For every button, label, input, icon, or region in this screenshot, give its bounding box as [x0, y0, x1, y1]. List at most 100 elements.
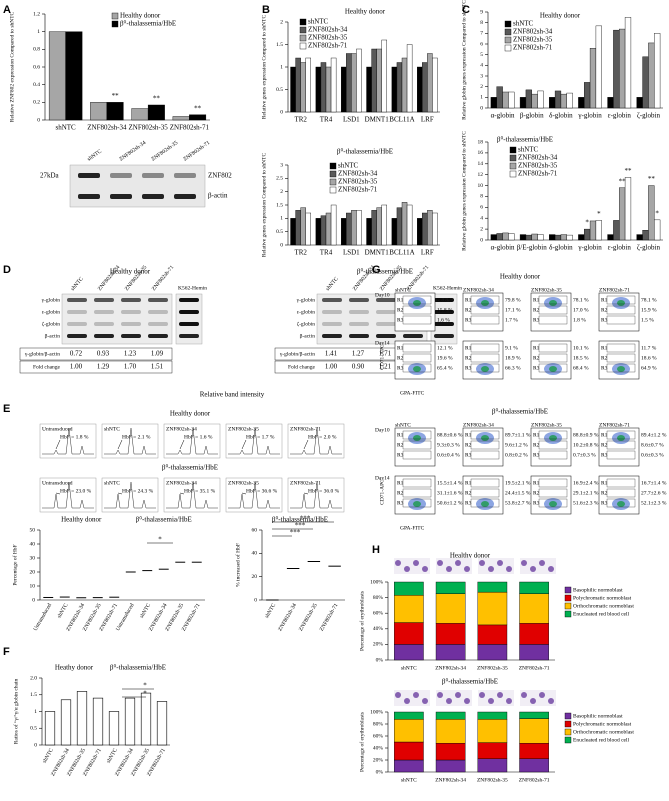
band — [376, 334, 396, 338]
bar — [566, 234, 573, 241]
sample-label: ZNF802sh-35 — [531, 422, 562, 428]
bar — [346, 212, 352, 246]
trace — [290, 481, 342, 509]
trace-frame — [287, 477, 345, 513]
cell — [488, 566, 494, 572]
cell — [404, 698, 410, 704]
y-tick-label: 60 — [252, 527, 258, 533]
y-axis-label: Relative genes expression Compared to sh… — [261, 15, 267, 120]
bar — [396, 62, 403, 113]
gate-label: R1 — [465, 432, 472, 438]
trace-frame — [101, 423, 159, 459]
y-tick-label: 0% — [376, 657, 384, 663]
x-tick-label: LSD1 — [343, 249, 360, 257]
trace-frame — [287, 423, 345, 459]
y-axis-label: Relative globin genes expression Compare… — [461, 131, 467, 251]
gate-value: 17.1 % — [505, 307, 521, 313]
gate-label: R2 — [533, 307, 540, 313]
cell — [395, 692, 401, 698]
legend-label: shNTC — [513, 20, 534, 28]
band — [322, 310, 342, 314]
band — [179, 310, 199, 314]
gate-value: 8.6±0.7 % — [641, 442, 664, 448]
band — [322, 298, 342, 302]
y-tick-label: 20 — [252, 574, 258, 580]
bar — [356, 48, 362, 113]
bar — [346, 53, 352, 113]
y-tick-label: 18 — [478, 139, 484, 145]
bar — [432, 212, 438, 246]
x-tick-label: DMNT1 — [365, 116, 390, 124]
bar — [654, 219, 661, 241]
bar — [422, 62, 428, 113]
legend-label: ZNF802sh-35 — [308, 34, 348, 42]
gate — [402, 315, 432, 325]
bar — [490, 97, 497, 109]
bar — [356, 210, 362, 246]
bar — [490, 234, 497, 241]
bar — [554, 234, 562, 241]
gate-label: R1 — [533, 432, 540, 438]
gate — [606, 305, 636, 315]
trace-frame — [163, 477, 221, 513]
cell — [479, 560, 485, 566]
gate — [538, 430, 568, 440]
bar — [406, 44, 413, 113]
gate — [606, 440, 636, 450]
y-tick-label: 6 — [480, 205, 483, 211]
cell: 1.71 — [379, 350, 392, 358]
bar — [519, 234, 527, 241]
cell: 0.72 — [70, 350, 83, 358]
bar — [619, 28, 626, 109]
bar — [578, 234, 585, 241]
trace-label: ZNF802sh-71 — [290, 426, 321, 432]
hbf-label: HbF = 36.0 % — [308, 488, 340, 494]
gate-label: R3 — [465, 452, 472, 458]
y-tick-label: 20% — [373, 642, 384, 648]
bar — [394, 741, 424, 761]
panel-label: A — [3, 4, 11, 16]
legend-swatch — [504, 28, 512, 36]
y-tick-label: 0.2 — [33, 100, 40, 106]
x-tick-label: δ-globin — [549, 244, 573, 252]
gate-label: R2 — [601, 490, 608, 496]
gate-label: R1 — [465, 297, 472, 303]
bar — [531, 233, 538, 241]
gate-label: R3 — [601, 500, 608, 506]
legend-swatch — [329, 162, 337, 170]
bar — [613, 220, 620, 241]
cell: 0.93 — [97, 350, 110, 358]
cell: 1.41 — [325, 350, 338, 358]
gate — [470, 450, 500, 460]
y-tick-label: 2 — [480, 226, 483, 232]
cell — [521, 692, 527, 698]
legend-label: Basophilic normoblast — [573, 587, 623, 593]
cell — [488, 698, 494, 704]
trace-frame — [225, 477, 283, 513]
x-tick-label: ZNF802sh-34 — [87, 124, 127, 132]
group-label: Healthy donor — [61, 516, 102, 524]
lane-label: K562-Hemin — [178, 285, 207, 291]
bar — [305, 212, 312, 246]
gate-label: R1 — [465, 480, 472, 486]
x-tick-label: TR4 — [320, 249, 333, 257]
y-tick-label: 0 — [32, 597, 35, 603]
band — [121, 298, 141, 302]
gate — [606, 363, 636, 373]
y-tick-label: 3 — [280, 162, 283, 168]
cell-cloud — [617, 501, 625, 507]
y-tick-label: 9 — [480, 9, 483, 15]
gate — [402, 498, 432, 508]
x-tick-label: ZNF802sh-35 — [128, 124, 168, 132]
gate-value: 19.5±2.1 % — [505, 480, 531, 486]
sample-label: ZNF802sh-35 — [531, 287, 562, 293]
band — [376, 322, 396, 326]
band-label: ζ-globin — [297, 320, 315, 327]
gate-value: 24.4±1.5 % — [505, 490, 531, 496]
gate-label: R3 — [533, 452, 540, 458]
legend-label: ZNF802sh-34 — [518, 154, 558, 162]
x-tick-label: BCL11A — [389, 116, 414, 124]
bar — [435, 623, 466, 645]
bar — [290, 218, 296, 246]
bar — [295, 57, 301, 113]
